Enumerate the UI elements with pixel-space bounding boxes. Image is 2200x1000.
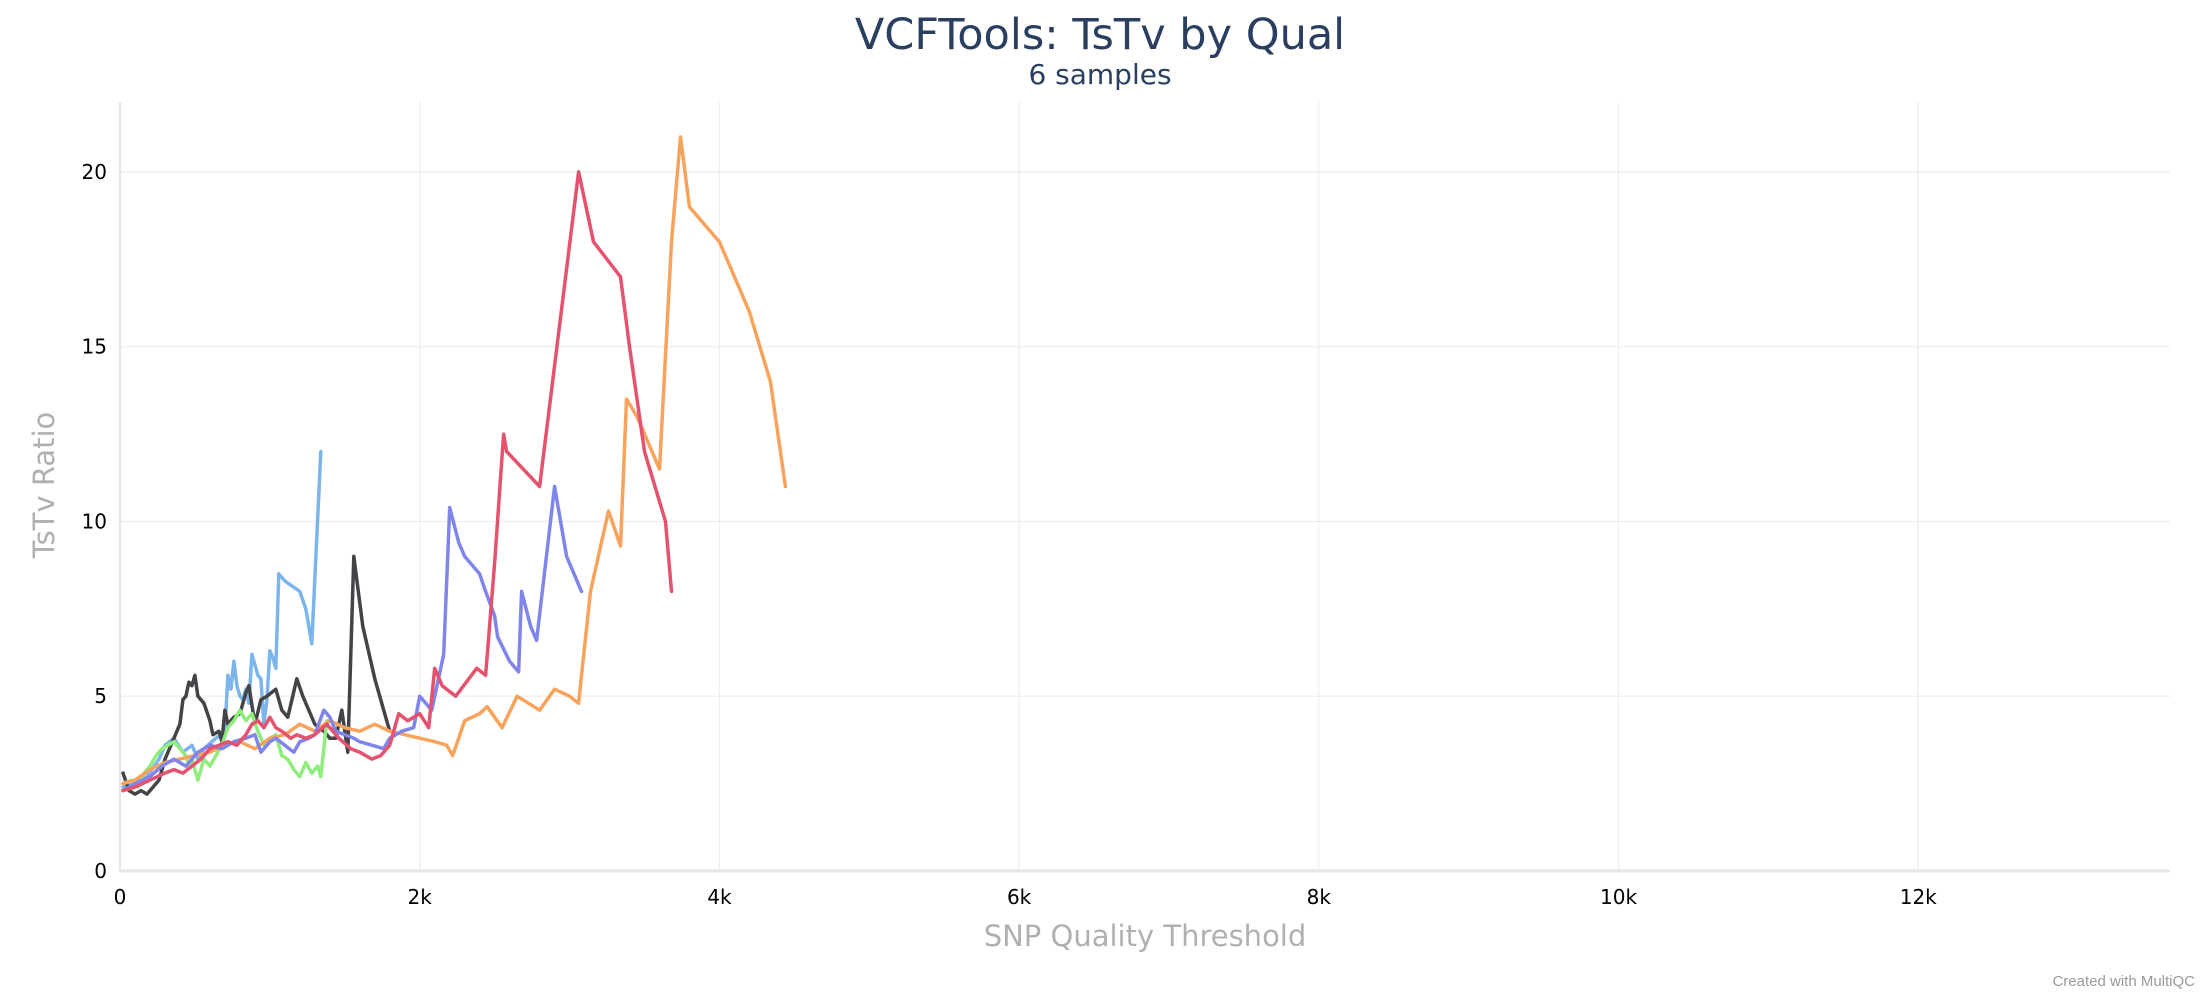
x-tick-label: 8k xyxy=(1307,885,1332,909)
x-tick-labels: 0 2k 4k 6k 8k 10k 12k xyxy=(114,885,1938,909)
x-tick-label: 4k xyxy=(707,885,732,909)
grid-lines xyxy=(120,102,2170,871)
series-line-4[interactable] xyxy=(121,135,788,786)
y-tick-label: 15 xyxy=(82,335,107,359)
chart-title: VCFTools: TsTv by Qual xyxy=(855,10,1345,60)
chart-subtitle: 6 samples xyxy=(1028,58,1171,91)
credit-text: Created with MultiQC xyxy=(2052,973,2195,990)
series-line-5[interactable] xyxy=(121,484,584,793)
x-tick-label: 12k xyxy=(1900,885,1937,909)
series-lines[interactable] xyxy=(121,135,788,796)
y-axis-title: TsTv Ratio xyxy=(27,412,61,560)
y-tick-labels: 0 5 10 15 20 xyxy=(82,160,107,883)
y-tick-label: 20 xyxy=(82,160,107,184)
x-axis-title: SNP Quality Threshold xyxy=(984,919,1307,953)
x-tick-label: 6k xyxy=(1007,885,1032,909)
y-tick-label: 0 xyxy=(94,859,107,883)
y-tick-label: 5 xyxy=(94,684,107,708)
x-tick-label: 10k xyxy=(1600,885,1637,909)
x-tick-label: 0 xyxy=(114,885,127,909)
axes xyxy=(119,102,2170,873)
series-line-6[interactable] xyxy=(121,170,674,793)
y-tick-label: 10 xyxy=(82,509,107,533)
x-tick-label: 2k xyxy=(408,885,433,909)
